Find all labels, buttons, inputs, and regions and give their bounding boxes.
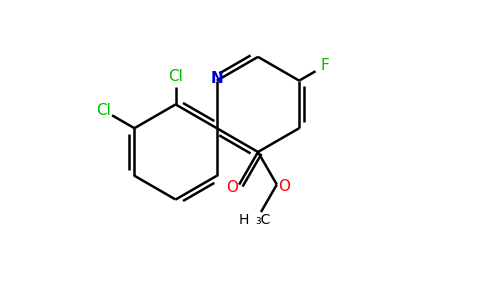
Text: Cl: Cl	[96, 103, 111, 118]
Text: N: N	[211, 71, 223, 86]
Text: O: O	[278, 179, 290, 194]
Text: H: H	[239, 213, 249, 227]
Text: O: O	[226, 180, 238, 195]
Text: Cl: Cl	[168, 69, 183, 84]
Text: F: F	[320, 58, 329, 73]
Text: ₃C: ₃C	[255, 213, 271, 227]
